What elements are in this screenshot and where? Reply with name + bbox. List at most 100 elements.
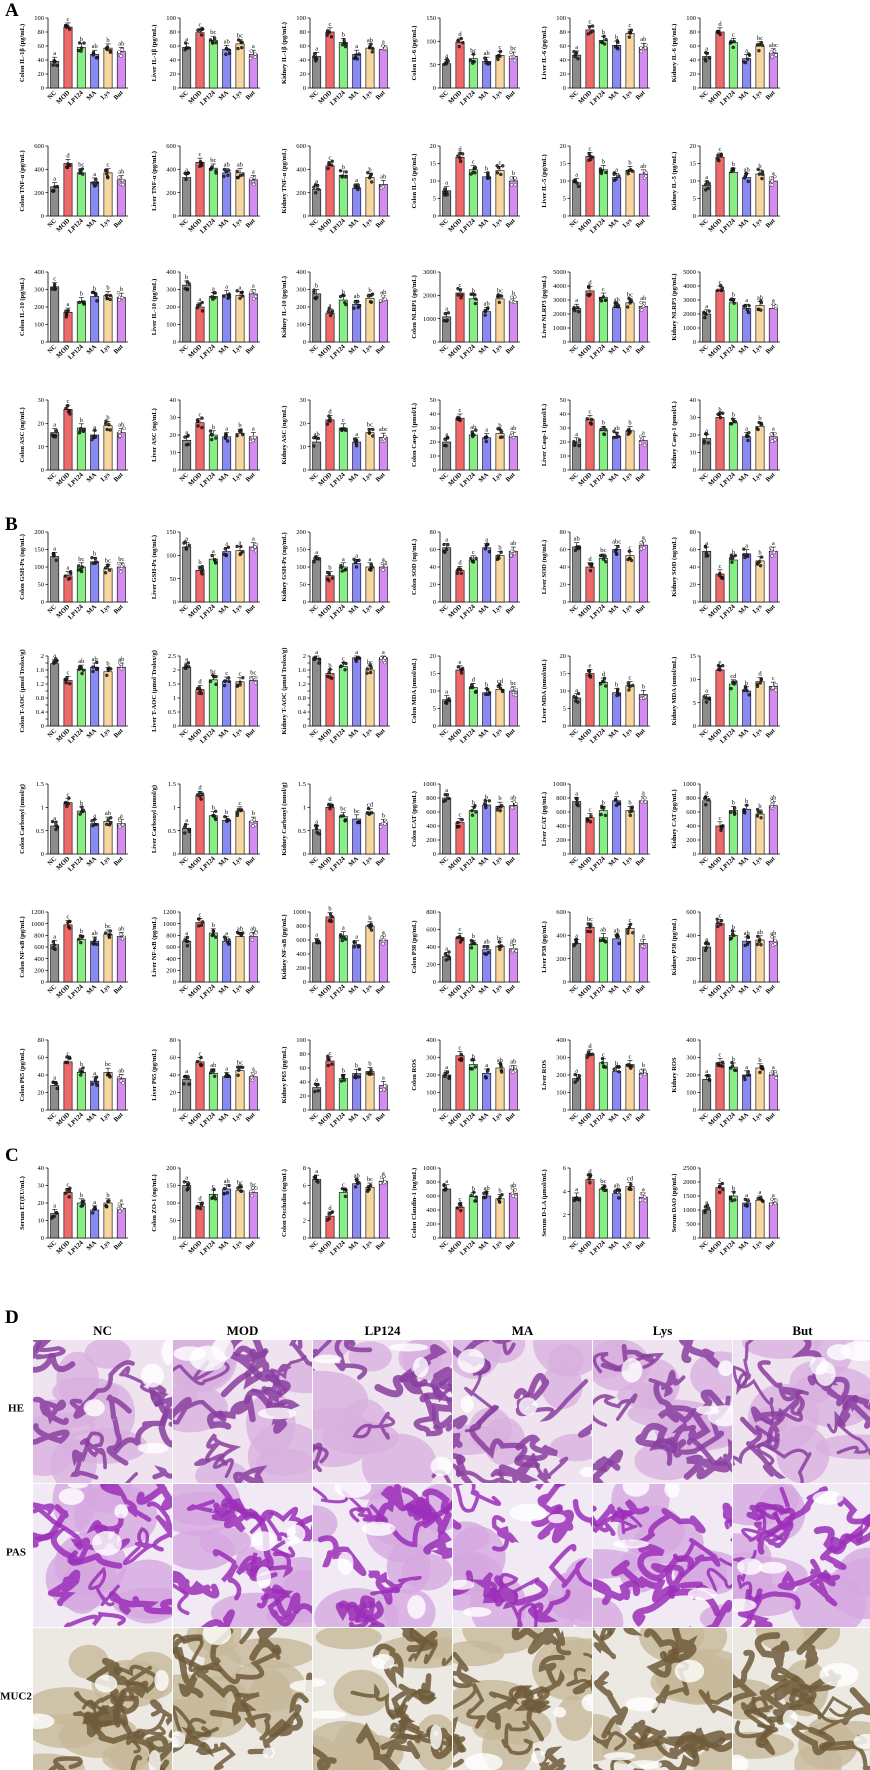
data-point bbox=[54, 558, 58, 562]
significance-letter: ab bbox=[224, 162, 230, 169]
y-tick-label: 1 bbox=[303, 805, 306, 812]
data-point bbox=[340, 175, 344, 179]
y-tick-label: 600 bbox=[426, 1193, 436, 1200]
data-point bbox=[116, 1206, 121, 1211]
y-axis-label: Liver CAT (pg/mL) bbox=[541, 792, 548, 846]
data-point bbox=[117, 175, 121, 179]
y-tick-label: 100 bbox=[34, 15, 44, 22]
significance-letter: d bbox=[328, 796, 332, 803]
significance-letter: ab bbox=[510, 1059, 516, 1066]
histology-row-muc2: MUC2 bbox=[0, 1691, 32, 1703]
data-point bbox=[227, 292, 231, 296]
x-tick-label: Lys bbox=[622, 603, 634, 615]
data-point bbox=[759, 299, 763, 303]
bar-lp124 bbox=[728, 1195, 738, 1239]
data-point bbox=[743, 1077, 747, 1082]
data-point bbox=[469, 1193, 473, 1198]
bar-mod bbox=[195, 162, 205, 217]
data-point bbox=[613, 304, 617, 308]
micrograph-muc2-nc bbox=[33, 1628, 172, 1770]
data-point bbox=[603, 813, 608, 818]
data-point bbox=[718, 32, 722, 37]
x-tick-label: Lys bbox=[232, 471, 244, 483]
bar-mod bbox=[715, 1062, 725, 1111]
data-point bbox=[445, 435, 450, 440]
data-point bbox=[184, 172, 188, 176]
data-point bbox=[485, 307, 490, 311]
data-point bbox=[472, 433, 476, 437]
bar-ma bbox=[90, 561, 100, 603]
x-tick-label: NC bbox=[438, 603, 450, 615]
data-point bbox=[602, 34, 606, 38]
data-point bbox=[253, 681, 258, 685]
data-point bbox=[55, 63, 59, 68]
data-point bbox=[587, 152, 591, 156]
bar-nc bbox=[312, 658, 322, 727]
data-point bbox=[704, 554, 708, 558]
significance-letter: b bbox=[642, 1062, 645, 1069]
significance-letter: b bbox=[106, 661, 109, 668]
bar-lp124 bbox=[598, 40, 608, 89]
data-point bbox=[731, 45, 735, 50]
data-point bbox=[312, 185, 316, 189]
y-tick-label: 10 bbox=[170, 450, 177, 457]
significance-letter: bc bbox=[627, 292, 633, 299]
data-point bbox=[108, 48, 112, 53]
micrograph-he-lp124 bbox=[313, 1340, 452, 1483]
y-axis-label: Liver NLRP3 (pg/mL) bbox=[541, 276, 548, 338]
x-tick-label: LP124 bbox=[589, 343, 607, 361]
data-point bbox=[771, 302, 776, 306]
data-point bbox=[613, 797, 618, 802]
data-point bbox=[236, 1186, 240, 1190]
data-point bbox=[312, 560, 316, 564]
data-point bbox=[222, 683, 227, 688]
data-point bbox=[67, 681, 72, 686]
data-point bbox=[367, 812, 371, 816]
data-point bbox=[760, 43, 765, 48]
data-point bbox=[357, 820, 362, 825]
significance-letter: b bbox=[512, 290, 515, 297]
y-tick-label: 0 bbox=[41, 1235, 44, 1242]
data-point bbox=[470, 809, 474, 813]
significance-letter: a bbox=[67, 301, 70, 308]
data-point bbox=[574, 51, 579, 55]
panel-letter-d: D bbox=[5, 1307, 19, 1328]
data-point bbox=[91, 1211, 95, 1215]
data-point bbox=[457, 824, 461, 829]
data-point bbox=[630, 805, 635, 809]
bar-lys bbox=[235, 172, 245, 217]
data-point bbox=[703, 315, 707, 320]
x-tick-label: Lys bbox=[100, 1239, 112, 1251]
x-tick-label: But bbox=[113, 603, 126, 616]
significance-letter: a bbox=[185, 166, 188, 173]
data-point bbox=[719, 922, 723, 927]
bar-mod bbox=[715, 417, 725, 471]
data-point bbox=[456, 820, 460, 825]
significance-letter: d bbox=[66, 152, 70, 159]
data-point bbox=[187, 1082, 191, 1086]
x-tick-label: But bbox=[635, 603, 648, 616]
bar-ma bbox=[222, 940, 232, 983]
data-point bbox=[758, 681, 763, 685]
data-point bbox=[235, 433, 239, 438]
data-point bbox=[329, 163, 334, 167]
y-axis-label: Kidney GSH-Px (ng/mL) bbox=[281, 532, 288, 601]
bar-lp124 bbox=[468, 434, 478, 471]
y-tick-label: 600 bbox=[296, 937, 306, 944]
data-point bbox=[577, 438, 582, 442]
bar-mod bbox=[325, 1060, 335, 1111]
data-point bbox=[312, 444, 316, 448]
data-point bbox=[705, 940, 709, 945]
data-point bbox=[639, 46, 643, 50]
data-point bbox=[458, 156, 462, 160]
x-tick-label: LP124 bbox=[67, 855, 85, 873]
bar-lp124 bbox=[598, 1062, 608, 1111]
data-point bbox=[103, 566, 108, 570]
data-point bbox=[746, 554, 750, 558]
data-point bbox=[576, 184, 581, 189]
y-axis-label: Liver IL-6 (pg/mL) bbox=[541, 26, 548, 79]
bar-lp124 bbox=[76, 427, 86, 471]
